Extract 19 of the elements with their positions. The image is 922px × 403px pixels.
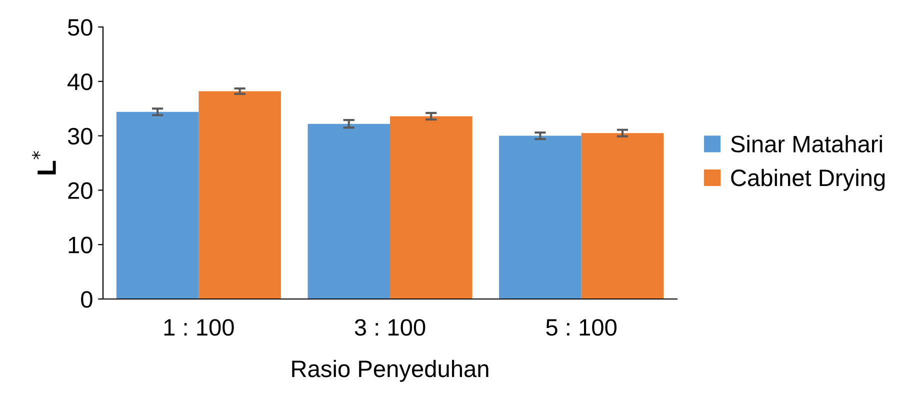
x-tick-label: 1 : 100 xyxy=(164,319,234,336)
y-tick-label: 50 xyxy=(68,19,92,36)
y-tick-label: 30 xyxy=(68,128,92,145)
bar xyxy=(390,116,472,299)
y-tick-label: 0 xyxy=(81,291,92,308)
x-axis-title: Rasio Penyeduhan xyxy=(292,360,488,382)
bar xyxy=(198,91,281,299)
x-tick-label: 3 : 100 xyxy=(354,319,426,336)
bar xyxy=(581,133,664,299)
y-tick-label: 20 xyxy=(68,182,92,199)
y-tick-label: 40 xyxy=(68,73,92,90)
legend-label: Sinar Matahari xyxy=(731,135,882,152)
bar xyxy=(308,124,390,299)
y-tick-label: 10 xyxy=(68,236,92,254)
bar xyxy=(116,112,199,299)
bar xyxy=(499,136,582,299)
legend-label: Cabinet Drying xyxy=(731,168,885,191)
x-tick-label: 5 : 100 xyxy=(546,319,617,336)
y-axis-title: L$^{*}$ xyxy=(32,151,56,174)
